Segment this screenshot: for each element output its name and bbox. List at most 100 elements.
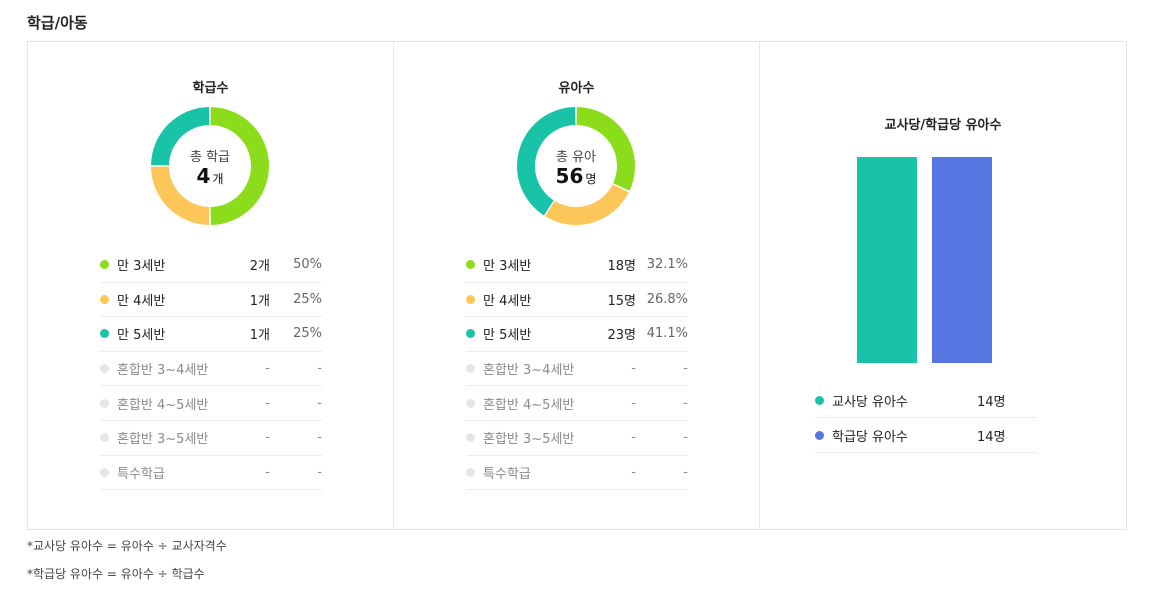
legend-label: 혼합반 3~4세반: [483, 363, 575, 379]
legend-count: -: [631, 361, 636, 377]
child-legend-row: 혼합반 3~5세반 - -: [466, 421, 688, 456]
legend-percent: -: [317, 361, 322, 377]
legend-dot-icon: [466, 364, 475, 374]
legend-count: 18명: [607, 259, 636, 275]
legend-percent: 25%: [293, 291, 322, 307]
legend-count: 1개: [249, 293, 270, 309]
child-donut-chart: 총 유아 56 명: [516, 106, 636, 226]
legend-percent: 41.1%: [646, 326, 688, 342]
legend-dot-icon: [466, 260, 475, 270]
ratio-bar-chart: [857, 157, 993, 363]
legend-percent: 26.8%: [646, 291, 688, 307]
legend-dot-icon: [466, 329, 475, 339]
class-donut-svg: [151, 107, 270, 225]
ratio-legend-row: 학급당 유아수 14명: [815, 418, 1037, 453]
legend-dot-icon: [466, 467, 475, 477]
legend-dot-icon: [466, 294, 475, 304]
legend-label: 만 5세반: [483, 328, 532, 344]
legend-percent: -: [683, 464, 688, 480]
section-title: 학급/아동: [27, 14, 88, 32]
legend-dot-icon: [100, 260, 109, 270]
class-legend-row: 만 3세반 2개 50%: [100, 248, 322, 283]
class-legend-row: 만 4세반 1개 25%: [100, 283, 322, 318]
legend-label: 만 5세반: [117, 328, 166, 344]
legend-count: 14명: [977, 394, 1006, 410]
legend-count: -: [631, 395, 636, 411]
ratio-bar: [857, 157, 917, 363]
child-total-label: 총 유아: [555, 150, 596, 165]
legend-percent: -: [683, 395, 688, 411]
legend-count: 23명: [607, 328, 636, 344]
ratio-legend: 교사당 유아수 14명 학급당 유아수 14명: [815, 383, 1037, 453]
class-legend-row: 특수학급 - -: [100, 456, 322, 491]
legend-count: -: [631, 430, 636, 446]
footnote-teacher-ratio: *교사당 유아수 = 유아수 ÷ 교사자격수: [27, 539, 227, 553]
legend-count: 15명: [607, 293, 636, 309]
legend-label: 혼합반 4~5세반: [483, 397, 575, 413]
child-legend-row: 만 4세반 15명 26.8%: [466, 283, 688, 318]
legend-dot-icon: [100, 398, 109, 408]
legend-label: 만 3세반: [117, 259, 166, 275]
class-legend-row: 혼합반 4~5세반 - -: [100, 386, 322, 421]
legend-count: -: [631, 464, 636, 480]
ratio-legend-row: 교사당 유아수 14명: [815, 383, 1037, 418]
legend-label: 만 4세반: [483, 293, 532, 309]
child-chart-title: 유아수: [558, 81, 595, 96]
ratio-column: 교사당/학급당 유아수 교사당 유아수 14명 학급당 유아수 14명: [760, 42, 1126, 529]
legend-percent: -: [317, 464, 322, 480]
legend-dot-icon: [466, 433, 475, 443]
legend-label: 혼합반 3~5세반: [483, 432, 575, 448]
legend-percent: 25%: [293, 326, 322, 342]
class-total-label: 총 학급: [189, 150, 230, 165]
child-total-value: 56 명: [555, 164, 597, 188]
class-donut-slice: [151, 107, 210, 166]
child-donut-center: 총 유아 56 명: [516, 106, 636, 226]
legend-dot-icon: [100, 329, 109, 339]
legend-count: 2개: [249, 259, 270, 275]
legend-dot-icon: [100, 294, 109, 304]
child-count-column: 유아수 총 유아 56 명 만 3세반 18명 32.1% 만 4세반 15명 26.8% 만…: [394, 42, 760, 529]
legend-count: -: [265, 430, 270, 446]
legend-dot-icon: [466, 398, 475, 408]
legend-label: 만 4세반: [117, 293, 166, 309]
legend-count: -: [265, 464, 270, 480]
class-donut-slice: [210, 107, 270, 225]
legend-percent: -: [683, 430, 688, 446]
child-donut-slice: [545, 184, 629, 225]
child-legend: 만 3세반 18명 32.1% 만 4세반 15명 26.8% 만 5세반 23명 41.1% 혼…: [466, 248, 688, 491]
child-legend-row: 만 5세반 23명 41.1%: [466, 317, 688, 352]
legend-dot-icon: [815, 395, 824, 405]
class-legend-row: 혼합반 3~4세반 - -: [100, 352, 322, 387]
class-chart-title: 학급수: [192, 81, 229, 96]
legend-count: -: [265, 361, 270, 377]
child-donut-slice: [576, 107, 635, 191]
legend-percent: -: [683, 361, 688, 377]
legend-label: 특수학급: [483, 466, 531, 482]
legend-dot-icon: [100, 364, 109, 374]
legend-percent: -: [317, 430, 322, 446]
ratio-chart-title: 교사당/학급당 유아수: [884, 118, 1002, 133]
child-donut-svg: [517, 107, 635, 225]
ratio-bar: [932, 157, 992, 363]
legend-count: -: [265, 395, 270, 411]
class-legend-row: 만 5세반 1개 25%: [100, 317, 322, 352]
child-legend-row: 혼합반 4~5세반 - -: [466, 386, 688, 421]
child-donut-slice: [517, 107, 576, 216]
footnote-class-ratio: *학급당 유아수 = 유아수 ÷ 학급수: [27, 567, 205, 581]
legend-percent: 32.1%: [646, 257, 688, 273]
legend-label: 학급당 유아수: [832, 429, 908, 445]
legend-count: 1개: [249, 328, 270, 344]
legend-label: 혼합반 3~4세반: [117, 363, 209, 379]
class-legend: 만 3세반 2개 50% 만 4세반 1개 25% 만 5세반 1개 25% 혼합반 3~4세반 -…: [100, 248, 322, 491]
class-legend-row: 혼합반 3~5세반 - -: [100, 421, 322, 456]
legend-label: 교사당 유아수: [832, 394, 908, 410]
child-legend-row: 혼합반 3~4세반 - -: [466, 352, 688, 387]
class-donut-slice: [151, 166, 210, 225]
footnotes: *교사당 유아수 = 유아수 ÷ 교사자격수 *학급당 유아수 = 유아수 ÷ …: [27, 538, 227, 594]
legend-label: 혼합반 4~5세반: [117, 397, 209, 413]
